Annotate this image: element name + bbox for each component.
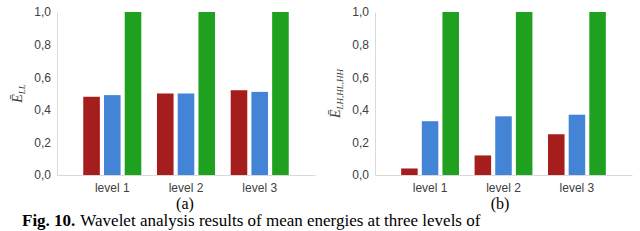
y-tick-label: 0,8 <box>352 38 369 52</box>
x-axis: level 1 level 2 level 3 <box>58 175 316 195</box>
caption-label: Fig. 10. <box>22 211 75 230</box>
bar <box>251 92 268 175</box>
y-tick: 1,0 <box>34 5 57 19</box>
y-tick-label: 1,0 <box>352 5 369 19</box>
axis-line <box>58 175 316 176</box>
bar <box>516 12 533 175</box>
bar <box>125 12 142 175</box>
y-tick: 0,4 <box>34 103 57 117</box>
x-tick-label: level 2 <box>169 181 204 195</box>
panel-label: (b) <box>491 195 510 213</box>
x-tick-label: level 1 <box>413 181 448 195</box>
y-tick-label: 0,4 <box>352 103 369 117</box>
bar <box>104 95 121 175</box>
bar <box>475 155 492 175</box>
y-tick-label: 1,0 <box>34 5 51 19</box>
bar <box>157 94 174 176</box>
y-tick: 0,6 <box>352 71 375 85</box>
bar <box>442 12 459 175</box>
y-tick-label: 0,8 <box>34 38 51 52</box>
y-tick: 0,4 <box>352 103 375 117</box>
caption-text: Wavelet analysis results of mean energie… <box>80 211 480 230</box>
y-tick-label: 0,6 <box>34 71 51 85</box>
bar <box>198 12 215 175</box>
y-axis-label-sub: LL <box>17 84 27 95</box>
bar <box>569 115 586 175</box>
y-tick: 0,0 <box>34 168 57 182</box>
caption: Fig. 10. Wavelet analysis results of mean… <box>22 211 481 230</box>
x-tick: level 2 <box>486 175 521 195</box>
y-tick: 0,6 <box>34 71 57 85</box>
y-tick: 0,2 <box>352 136 375 150</box>
y-tick: 1,0 <box>352 5 375 19</box>
x-tick-label: level 2 <box>486 181 521 195</box>
x-tick-label: level 3 <box>560 181 595 195</box>
y-tick: 0,2 <box>34 136 57 150</box>
chart: 0,0 0,2 0,4 0,6 0,8 1,0 level 1 level 2 level 3 Ē… <box>10 5 316 213</box>
y-axis-label: ĒLL <box>10 84 27 104</box>
y-axis: 0,0 0,2 0,4 0,6 0,8 1,0 <box>352 5 375 182</box>
bar <box>495 116 512 175</box>
y-tick-label: 0,6 <box>352 71 369 85</box>
y-axis-label-main: Ē <box>10 94 25 104</box>
y-axis-label-main: Ē <box>328 109 343 119</box>
bar <box>272 12 289 175</box>
y-tick-label: 0,0 <box>352 168 369 182</box>
x-axis: level 1 level 2 level 3 <box>376 175 633 195</box>
bars <box>401 12 606 175</box>
y-tick-label: 0,2 <box>34 136 51 150</box>
figure: 0,0 0,2 0,4 0,6 0,8 1,0 level 1 level 2 level 3 Ē… <box>0 0 640 231</box>
bar <box>178 94 195 176</box>
bar <box>422 121 439 175</box>
x-tick-label: level 3 <box>242 181 277 195</box>
x-tick: level 1 <box>95 175 130 195</box>
bar <box>83 97 100 175</box>
bar <box>548 134 565 175</box>
x-tick: level 3 <box>242 175 277 195</box>
chart: 0,0 0,2 0,4 0,6 0,8 1,0 level 1 level 2 level 3 Ē… <box>328 5 633 213</box>
y-tick: 0,8 <box>34 38 57 52</box>
x-tick: level 3 <box>560 175 595 195</box>
axis-line <box>375 13 376 176</box>
x-tick-label: level 1 <box>95 181 130 195</box>
axis-line <box>376 175 633 176</box>
x-tick: level 2 <box>169 175 204 195</box>
axis-line <box>57 13 58 176</box>
y-tick: 0,8 <box>352 38 375 52</box>
y-axis-label: ĒLH,HL,HH <box>328 68 345 119</box>
y-tick: 0,0 <box>352 168 375 182</box>
bar <box>231 90 248 175</box>
y-axis-label-sub: LH,HL,HH <box>335 68 345 110</box>
y-axis: 0,0 0,2 0,4 0,6 0,8 1,0 <box>34 5 57 182</box>
y-tick-label: 0,4 <box>34 103 51 117</box>
x-tick: level 1 <box>413 175 448 195</box>
bar <box>401 168 418 175</box>
bars <box>83 12 288 175</box>
y-tick-label: 0,0 <box>34 168 51 182</box>
bar <box>589 12 606 175</box>
y-tick-label: 0,2 <box>352 136 369 150</box>
